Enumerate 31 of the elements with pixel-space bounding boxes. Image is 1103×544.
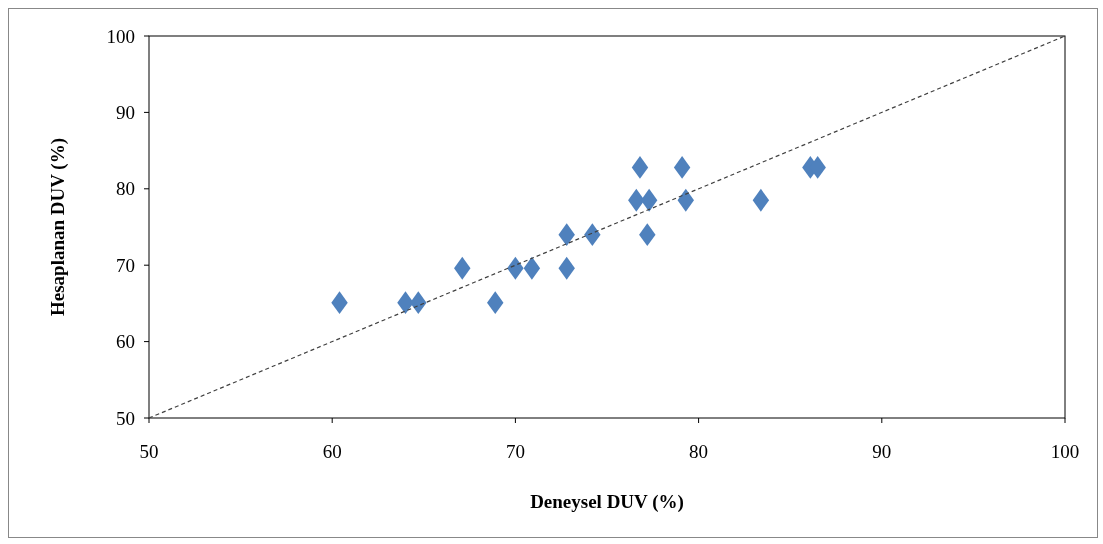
point: [331, 291, 348, 315]
point: [454, 256, 471, 280]
point: [584, 223, 601, 247]
y-tick-label: 50: [116, 407, 135, 429]
point: [487, 291, 504, 315]
x-axis-title: Deneysel DUV (%): [530, 491, 684, 513]
y-axis-title: Hesaplanan DUV (%): [47, 137, 69, 317]
point: [410, 291, 427, 315]
x-tick-label: 70: [505, 441, 525, 462]
x-tick-label: 100: [1050, 441, 1080, 462]
point: [397, 291, 414, 315]
point: [558, 223, 575, 247]
point: [523, 256, 541, 280]
x-tick-label: 50: [139, 441, 159, 462]
point: [631, 156, 649, 179]
x-tick-label: 60: [322, 441, 342, 462]
point: [558, 256, 575, 280]
x-tick-label: 90: [872, 441, 892, 462]
y-tick-label: 90: [116, 102, 135, 124]
x-tick-label: 80: [689, 441, 709, 462]
point: [628, 188, 645, 212]
y-tick-label: 60: [116, 331, 135, 353]
point: [673, 156, 691, 179]
point: [677, 188, 694, 212]
point: [640, 188, 658, 212]
point: [752, 188, 770, 212]
y-tick-label: 70: [116, 254, 135, 276]
y-tick-label: 100: [106, 25, 135, 47]
y-tick-label: 80: [116, 178, 135, 200]
point: [639, 223, 656, 247]
point: [507, 256, 524, 280]
